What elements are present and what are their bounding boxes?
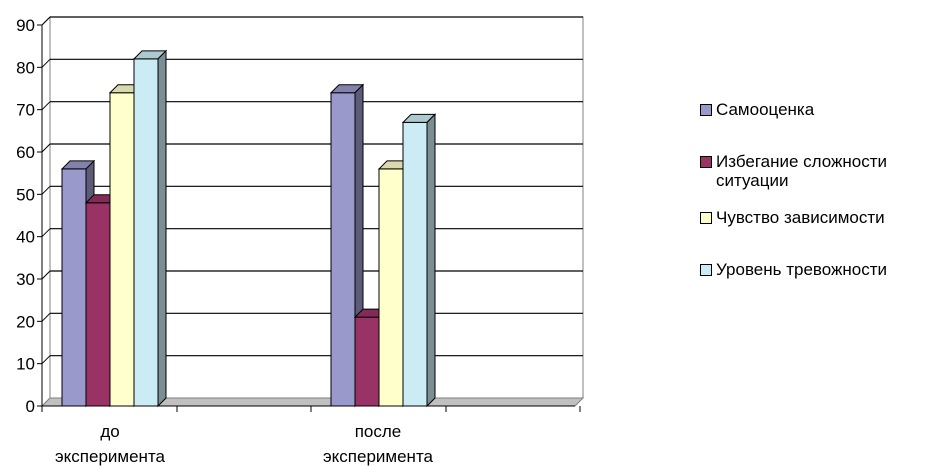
bar-front: [378, 168, 404, 407]
bar-front: [402, 121, 428, 407]
y-tick-label: 0: [26, 397, 35, 416]
y-tick-label: 20: [16, 312, 35, 331]
y-tick-label: 60: [16, 143, 35, 162]
legend-label-self-esteem: Самооценка: [716, 100, 815, 119]
gridline-depth: [41, 16, 51, 26]
gridline-depth: [41, 312, 51, 322]
legend-label-avoidance-line1: Избегание сложности: [716, 152, 888, 171]
legend-label-avoidance-line2: ситуации: [716, 171, 789, 190]
y-tick-label: 80: [16, 58, 35, 77]
legend-item-anxiety: Уровень тревожности: [700, 260, 887, 279]
gridline-depth: [41, 143, 51, 153]
gridline-depth: [41, 101, 51, 111]
x-category-label: эксперимента: [55, 447, 166, 466]
bar-side: [157, 49, 167, 408]
side-wall: [41, 15, 51, 408]
gridline-depth: [41, 185, 51, 195]
bar-front: [330, 92, 356, 407]
legend-item-self-esteem: Самооценка: [700, 100, 814, 119]
y-tick-label: 90: [16, 16, 35, 35]
gridline-depth: [41, 270, 51, 280]
legend-label-avoidance: Избегание сложности ситуации: [716, 152, 887, 190]
bar-front: [133, 58, 159, 407]
x-category-label: эксперимента: [323, 447, 434, 466]
y-tick-label: 70: [16, 101, 35, 120]
legend-item-dependence: Чувство зависимости: [700, 208, 885, 227]
gridline-depth: [41, 228, 51, 238]
x-category-label: после: [355, 422, 402, 441]
legend-swatch-self-esteem: [700, 104, 712, 116]
legend-label-dependence: Чувство зависимости: [716, 208, 885, 227]
legend-swatch-anxiety: [700, 264, 712, 276]
y-tick-label: 40: [16, 228, 35, 247]
gridline-depth: [41, 58, 51, 68]
x-category-label: до: [100, 422, 119, 441]
y-tick-label: 30: [16, 270, 35, 289]
bar-front: [109, 92, 135, 407]
y-tick-label: 10: [16, 355, 35, 374]
legend-item-avoidance: Избегание сложности ситуации: [700, 152, 887, 190]
bar-front: [61, 168, 87, 407]
legend-label-anxiety: Уровень тревожности: [716, 260, 888, 279]
gridline-depth: [41, 355, 51, 365]
legend-swatch-dependence: [700, 212, 712, 224]
bar-front: [354, 316, 380, 407]
legend-swatch-avoidance: [700, 156, 712, 168]
y-tick-label: 50: [16, 185, 35, 204]
bar-side: [426, 113, 436, 408]
bar-front: [85, 202, 111, 407]
